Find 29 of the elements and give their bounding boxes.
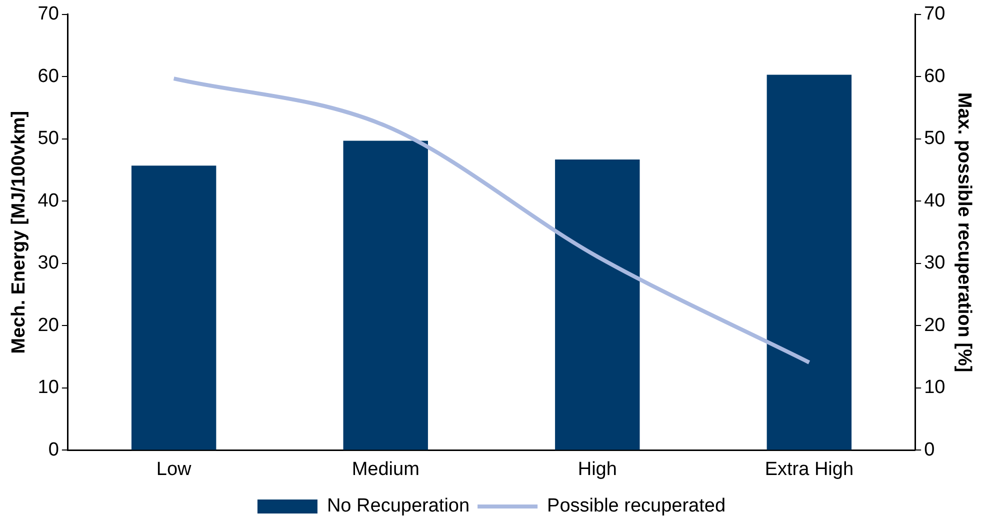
legend-label: No Recuperation [326,496,470,517]
x-tick-label: Medium [352,458,420,480]
bar [343,140,428,450]
bar [555,159,640,450]
x-tick-label: Low [156,458,192,480]
bar [131,166,216,450]
y2-tick-label: 10 [924,377,946,398]
line-series [172,76,812,364]
y2-tick-label: 40 [924,190,946,212]
y-tick-label: 20 [38,314,59,336]
y-tick-label: 60 [38,66,59,87]
y2-tick-label: 60 [924,66,946,87]
y-tick-label: 40 [38,190,59,212]
legend-label: Possible recuperated [547,496,726,517]
y-axis-title: Mech. Energy [MJ/100vkm] [8,110,30,354]
y2-tick-label: 0 [924,439,935,460]
x-tick-label: High [578,458,617,480]
y2-tick-label: 30 [924,252,946,274]
x-tick-label: Extra High [764,458,854,480]
y-tick-label: 50 [38,128,59,150]
y2-tick-label: 50 [924,128,946,150]
y2-tick-label: 70 [924,4,946,25]
y-tick-label: 0 [48,439,59,460]
y-tick-label: 10 [38,377,59,398]
y-tick-label: 30 [38,252,59,274]
y-tick-label: 70 [38,4,59,25]
bar [766,74,852,450]
y2-tick-label: 20 [924,314,946,336]
y2-axis-title: Max. possible recuperation [%] [953,92,974,372]
